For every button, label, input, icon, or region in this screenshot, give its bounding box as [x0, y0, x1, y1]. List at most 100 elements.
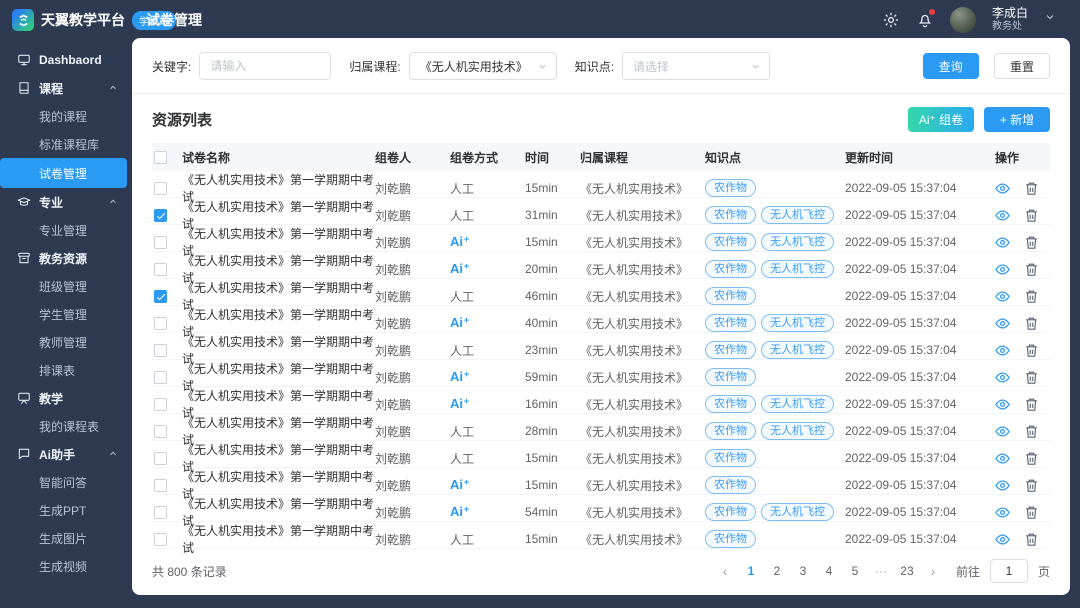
- sidebar-item-course-schedule[interactable]: 排课表: [0, 356, 132, 384]
- table-row: 《无人机实用技术》第一学期期中考试 刘乾鹏 人工 15min 《无人机实用技术》 农作物 2…: [152, 171, 1050, 204]
- knowledge-select[interactable]: 请选择: [622, 52, 771, 80]
- delete-trash-icon[interactable]: [1024, 289, 1039, 304]
- view-eye-icon[interactable]: [995, 451, 1010, 466]
- table-row: 《无人机实用技术》第一学期期中考试 刘乾鹏 Ai⁺ 15min 《无人机实用技术》 农作物…: [152, 468, 1050, 501]
- sidebar-item-dashboard[interactable]: Dashbaord: [0, 46, 132, 74]
- search-button[interactable]: 查询: [922, 53, 979, 79]
- row-checkbox[interactable]: [154, 424, 167, 438]
- sidebar-item-smart-qa[interactable]: 智能问答: [0, 468, 132, 496]
- view-eye-icon[interactable]: [995, 370, 1010, 385]
- course-select[interactable]: 《无人机实用技术》: [408, 52, 557, 80]
- sidebar-item-ai-assistant[interactable]: Ai助手: [0, 440, 132, 468]
- row-checkbox[interactable]: [154, 478, 167, 492]
- delete-trash-icon[interactable]: [1024, 370, 1039, 385]
- add-button[interactable]: + 新增: [984, 107, 1050, 132]
- view-eye-icon[interactable]: [995, 208, 1010, 223]
- view-eye-icon[interactable]: [995, 316, 1010, 331]
- delete-trash-icon[interactable]: [1024, 424, 1039, 439]
- row-checkbox[interactable]: [154, 343, 167, 357]
- view-eye-icon[interactable]: [995, 289, 1010, 304]
- updated-time: 2022-09-05 15:37:04: [845, 262, 957, 276]
- reset-button[interactable]: 重置: [994, 53, 1050, 79]
- next-page-button[interactable]: ›: [930, 563, 936, 579]
- row-checkbox[interactable]: [154, 505, 167, 519]
- view-eye-icon[interactable]: [995, 181, 1010, 196]
- knowledge-tag: 无人机飞控: [761, 421, 834, 441]
- delete-trash-icon[interactable]: [1024, 478, 1039, 493]
- row-checkbox[interactable]: [154, 397, 167, 411]
- sidebar-item-academic-resources[interactable]: 教务资源: [0, 244, 132, 272]
- sidebar-nav: Dashbaord 课程 我的课程 标准课程库 试卷管理 专业 专业管理 教务资源 班级管理 学生…: [0, 46, 132, 580]
- knowledge-tags: 农作物 无人机飞控: [705, 340, 845, 360]
- prev-page-button[interactable]: ‹: [722, 563, 728, 579]
- compose-method: Ai⁺: [450, 315, 470, 330]
- select-all-checkbox[interactable]: [154, 150, 167, 164]
- creator: 刘乾鹏: [375, 478, 412, 493]
- row-checkbox[interactable]: [154, 181, 167, 195]
- page-number-5[interactable]: 5: [851, 564, 859, 578]
- sidebar-item-major[interactable]: 专业: [0, 188, 132, 216]
- page-number-3[interactable]: 3: [799, 564, 807, 578]
- delete-trash-icon[interactable]: [1024, 235, 1039, 250]
- view-eye-icon[interactable]: [995, 397, 1010, 412]
- sidebar-item-student-management[interactable]: 学生管理: [0, 300, 132, 328]
- row-actions: [995, 208, 1050, 223]
- knowledge-tag: 农作物: [705, 178, 756, 198]
- bell-icon[interactable]: [916, 9, 935, 29]
- delete-trash-icon[interactable]: [1024, 343, 1039, 358]
- sidebar-item-teaching[interactable]: 教学: [0, 384, 132, 412]
- sidebar-item-class-management[interactable]: 班级管理: [0, 272, 132, 300]
- compose-method: Ai⁺: [450, 234, 470, 249]
- exam-name: 《无人机实用技术》第一学期期中考试: [182, 470, 375, 501]
- sidebar-item-generate-image[interactable]: 生成图片: [0, 524, 132, 552]
- sidebar-item-standard-course-library[interactable]: 标准课程库: [0, 130, 132, 158]
- page-number-23[interactable]: 23: [900, 564, 914, 578]
- page-number-1[interactable]: 1: [747, 564, 755, 578]
- view-eye-icon[interactable]: [995, 262, 1010, 277]
- view-eye-icon[interactable]: [995, 532, 1010, 547]
- view-eye-icon[interactable]: [995, 424, 1010, 439]
- view-eye-icon[interactable]: [995, 343, 1010, 358]
- view-eye-icon[interactable]: [995, 505, 1010, 520]
- row-checkbox[interactable]: [154, 262, 167, 276]
- delete-trash-icon[interactable]: [1024, 505, 1039, 520]
- compose-method: Ai⁺: [450, 477, 470, 492]
- table-body: 《无人机实用技术》第一学期期中考试 刘乾鹏 人工 15min 《无人机实用技术》 农作物 2…: [152, 171, 1050, 555]
- creator: 刘乾鹏: [375, 235, 412, 250]
- delete-trash-icon[interactable]: [1024, 181, 1039, 196]
- keyword-input[interactable]: [199, 52, 332, 80]
- gear-icon[interactable]: [882, 11, 900, 29]
- delete-trash-icon[interactable]: [1024, 397, 1039, 412]
- knowledge-tag: 农作物: [705, 475, 756, 495]
- sidebar-item-generate-video[interactable]: 生成视频: [0, 552, 132, 580]
- sidebar-item-generate-ppt[interactable]: 生成PPT: [0, 496, 132, 524]
- goto-page-input[interactable]: [989, 559, 1028, 583]
- row-checkbox[interactable]: [154, 451, 167, 465]
- row-checkbox[interactable]: [154, 532, 167, 546]
- row-checkbox[interactable]: [154, 235, 167, 249]
- sidebar-item-teacher-management[interactable]: 教师管理: [0, 328, 132, 356]
- sidebar-item-courses[interactable]: 课程: [0, 74, 132, 102]
- row-checkbox[interactable]: [154, 208, 167, 222]
- exam-name: 《无人机实用技术》第一学期期中考试: [182, 227, 375, 258]
- sidebar-item-my-courses[interactable]: 我的课程: [0, 102, 132, 130]
- exam-name: 《无人机实用技术》第一学期期中考试: [182, 389, 375, 420]
- chevron-down-icon[interactable]: [1044, 11, 1062, 29]
- view-eye-icon[interactable]: [995, 478, 1010, 493]
- delete-trash-icon[interactable]: [1024, 451, 1039, 466]
- sidebar-item-major-management[interactable]: 专业管理: [0, 216, 132, 244]
- delete-trash-icon[interactable]: [1024, 262, 1039, 277]
- delete-trash-icon[interactable]: [1024, 316, 1039, 331]
- row-checkbox[interactable]: [154, 316, 167, 330]
- ai-compose-button[interactable]: Ai⁺ 组卷: [908, 107, 974, 132]
- view-eye-icon[interactable]: [995, 235, 1010, 250]
- row-checkbox[interactable]: [154, 370, 167, 384]
- sidebar-item-exam-management[interactable]: 试卷管理: [0, 158, 127, 188]
- page-number-2[interactable]: 2: [773, 564, 781, 578]
- delete-trash-icon[interactable]: [1024, 532, 1039, 547]
- avatar[interactable]: [949, 7, 976, 33]
- delete-trash-icon[interactable]: [1024, 208, 1039, 223]
- page-number-4[interactable]: 4: [825, 564, 833, 578]
- row-checkbox[interactable]: [154, 289, 167, 303]
- sidebar-item-my-timetable[interactable]: 我的课程表: [0, 412, 132, 440]
